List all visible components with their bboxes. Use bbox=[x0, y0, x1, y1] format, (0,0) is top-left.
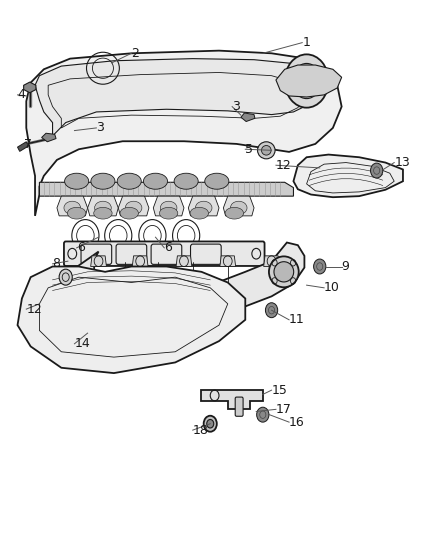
Text: 12: 12 bbox=[26, 303, 42, 316]
Ellipse shape bbox=[160, 201, 177, 215]
Ellipse shape bbox=[190, 207, 208, 219]
Text: 3: 3 bbox=[96, 122, 104, 134]
Polygon shape bbox=[223, 196, 254, 216]
Text: 15: 15 bbox=[272, 384, 287, 397]
Ellipse shape bbox=[125, 201, 142, 215]
Text: 8: 8 bbox=[53, 257, 60, 270]
Text: 10: 10 bbox=[324, 281, 340, 294]
Ellipse shape bbox=[95, 201, 111, 215]
Ellipse shape bbox=[258, 142, 275, 159]
Polygon shape bbox=[264, 256, 279, 266]
Ellipse shape bbox=[159, 207, 178, 219]
Polygon shape bbox=[276, 65, 342, 97]
Polygon shape bbox=[188, 196, 219, 216]
Ellipse shape bbox=[274, 262, 293, 282]
Polygon shape bbox=[24, 82, 36, 93]
Polygon shape bbox=[18, 266, 245, 373]
Text: 6: 6 bbox=[77, 241, 85, 254]
Text: 17: 17 bbox=[276, 403, 292, 416]
Text: 13: 13 bbox=[394, 156, 410, 169]
Ellipse shape bbox=[94, 207, 112, 219]
Ellipse shape bbox=[269, 256, 299, 287]
Circle shape bbox=[292, 63, 321, 99]
Circle shape bbox=[285, 54, 328, 108]
Ellipse shape bbox=[65, 173, 88, 189]
Circle shape bbox=[371, 163, 383, 178]
Ellipse shape bbox=[174, 173, 198, 189]
Circle shape bbox=[204, 416, 217, 432]
Polygon shape bbox=[132, 256, 148, 266]
Ellipse shape bbox=[195, 201, 212, 215]
Polygon shape bbox=[153, 196, 184, 216]
Polygon shape bbox=[241, 113, 255, 122]
Polygon shape bbox=[118, 196, 149, 216]
Polygon shape bbox=[57, 196, 88, 216]
Text: 9: 9 bbox=[342, 260, 350, 273]
Polygon shape bbox=[42, 133, 56, 142]
Text: 3: 3 bbox=[232, 100, 240, 113]
Polygon shape bbox=[91, 256, 106, 266]
Polygon shape bbox=[88, 196, 118, 216]
Ellipse shape bbox=[261, 146, 271, 155]
Ellipse shape bbox=[64, 201, 81, 215]
FancyBboxPatch shape bbox=[235, 397, 243, 416]
Circle shape bbox=[300, 73, 313, 89]
Circle shape bbox=[207, 419, 214, 428]
Ellipse shape bbox=[67, 207, 86, 219]
Ellipse shape bbox=[91, 173, 115, 189]
Text: 14: 14 bbox=[74, 337, 90, 350]
Text: 5: 5 bbox=[245, 143, 253, 156]
Text: 16: 16 bbox=[289, 416, 305, 429]
Text: 1: 1 bbox=[302, 36, 310, 49]
Polygon shape bbox=[39, 182, 293, 196]
Ellipse shape bbox=[117, 173, 141, 189]
Ellipse shape bbox=[225, 207, 244, 219]
Polygon shape bbox=[26, 51, 342, 216]
FancyBboxPatch shape bbox=[64, 241, 265, 266]
Polygon shape bbox=[201, 390, 263, 409]
Ellipse shape bbox=[120, 207, 138, 219]
Text: 18: 18 bbox=[193, 424, 208, 437]
Text: 6: 6 bbox=[164, 241, 172, 254]
Text: 7: 7 bbox=[24, 139, 32, 151]
Ellipse shape bbox=[143, 173, 167, 189]
Ellipse shape bbox=[205, 173, 229, 189]
Polygon shape bbox=[35, 59, 324, 136]
Text: 2: 2 bbox=[131, 47, 139, 60]
Polygon shape bbox=[18, 142, 28, 151]
Text: 12: 12 bbox=[276, 159, 292, 172]
Polygon shape bbox=[220, 256, 236, 266]
Circle shape bbox=[314, 259, 326, 274]
Circle shape bbox=[257, 407, 269, 422]
Polygon shape bbox=[70, 243, 304, 319]
Polygon shape bbox=[176, 256, 192, 266]
Text: 11: 11 bbox=[289, 313, 305, 326]
Ellipse shape bbox=[230, 201, 247, 215]
Circle shape bbox=[59, 269, 72, 285]
Circle shape bbox=[265, 303, 278, 318]
Polygon shape bbox=[293, 155, 403, 197]
Text: 4: 4 bbox=[18, 88, 25, 101]
